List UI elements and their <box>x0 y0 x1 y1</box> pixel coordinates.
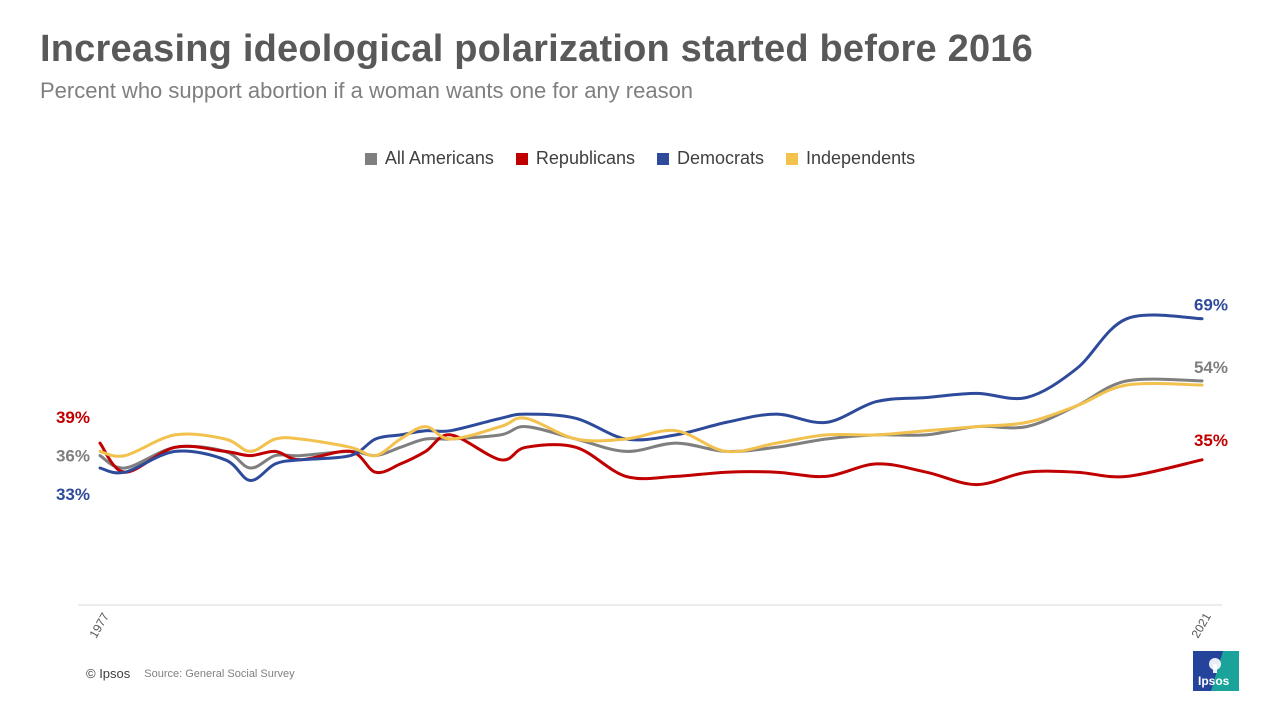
footer: © Ipsos Source: General Social Survey <box>86 666 295 681</box>
legend-item-republicans: Republicans <box>515 148 635 169</box>
end-label-republicans: 35% <box>1194 431 1228 450</box>
legend-item-independents: Independents <box>786 148 915 169</box>
legend-label-independents: Independents <box>806 148 916 168</box>
ipsos-logo-icon <box>1193 651 1239 691</box>
x-tick-label-2021: 2021 <box>1188 610 1214 640</box>
end-label-all-americans: 54% <box>1194 358 1228 377</box>
start-label-all-americans: 36% <box>56 447 90 466</box>
ipsos-logo: Ipsos <box>1193 651 1239 691</box>
chart-subtitle: Percent who support abortion if a woman … <box>40 78 694 103</box>
legend-label-all-americans: All Americans <box>384 148 494 168</box>
series-line-republicans <box>98 433 1204 487</box>
legend-label-democrats: Democrats <box>676 148 765 168</box>
start-label-republicans: 39% <box>56 408 90 427</box>
x-tick-label-1977: 1977 <box>86 610 112 640</box>
chart-title: Increasing ideological polarization star… <box>40 28 1033 70</box>
series-line-independents <box>98 381 1204 458</box>
legend-label-republicans: Republicans <box>535 148 635 168</box>
copyright-text: © Ipsos <box>86 666 131 681</box>
legend-swatch-all-americans <box>364 152 377 165</box>
legend-swatch-independents <box>786 152 799 165</box>
source-note: Source: General Social Survey <box>144 667 295 680</box>
series-line-democrats <box>98 313 1204 482</box>
legend-swatch-democrats <box>656 152 669 165</box>
legend: All Americans Republicans Democrats Inde… <box>0 148 1280 169</box>
legend-item-democrats: Democrats <box>656 148 765 169</box>
end-label-democrats: 69% <box>1194 296 1228 315</box>
start-label-democrats: 33% <box>56 485 90 504</box>
legend-swatch-republicans <box>515 152 528 165</box>
logo-text: Ipsos <box>1198 674 1230 688</box>
legend-item-all-americans: All Americans <box>364 148 494 169</box>
